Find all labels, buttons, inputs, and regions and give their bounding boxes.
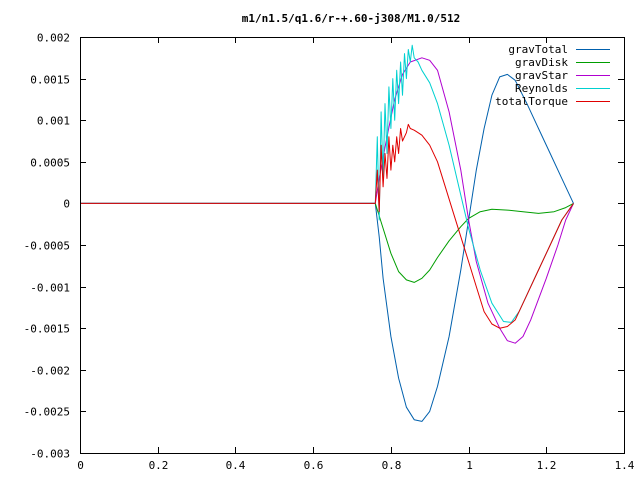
series-layer: [80, 44, 574, 422]
y-tick-label: -0.0005: [24, 240, 70, 253]
legend-label: gravTotal: [508, 43, 568, 56]
axis-ticks: -0.003 -0.0025 -0.002 -0.0015 -0.001 -0.0005 0…: [24, 32, 635, 473]
y-tick-label: -0.0025: [24, 406, 70, 419]
x-tick-label: 1.4: [615, 459, 635, 472]
series-line-Reynolds: [80, 44, 574, 323]
series-line-gravStar: [80, 57, 574, 344]
x-tick-label: 1.2: [537, 459, 557, 472]
series-line-totalTorque: [80, 123, 574, 329]
chart-title: m1/n1.5/q1.6/r-+.60-j308/M1.0/512: [242, 12, 461, 25]
x-tick-label: 0.8: [382, 459, 402, 472]
y-tick-label: -0.002: [30, 365, 70, 378]
y-tick-label: 0.001: [37, 115, 70, 128]
legend-label: gravStar: [515, 69, 568, 82]
y-tick-label: 0.002: [37, 32, 70, 45]
legend-label: gravDisk: [515, 56, 568, 69]
legend-label: totalTorque: [495, 95, 568, 108]
x-tick-label: 0.6: [304, 459, 324, 472]
y-tick-label: -0.001: [30, 282, 70, 295]
y-tick-label: 0.0005: [30, 157, 70, 170]
x-tick-label: 0: [77, 459, 84, 472]
y-tick-label: 0.0015: [30, 74, 70, 87]
series-line-gravDisk: [80, 202, 574, 283]
y-tick-label: 0: [63, 198, 70, 211]
series-line-gravTotal: [80, 73, 574, 422]
legend: gravTotalgravDiskgravStarReynoldstotalTo…: [495, 43, 610, 108]
legend-label: Reynolds: [515, 82, 568, 95]
x-tick-label: 1: [466, 459, 473, 472]
plot-frame: [80, 37, 625, 454]
y-tick-label: -0.003: [30, 448, 70, 461]
x-tick-label: 0.2: [149, 459, 169, 472]
y-tick-label: -0.0015: [24, 323, 70, 336]
x-tick-label: 0.4: [226, 459, 246, 472]
